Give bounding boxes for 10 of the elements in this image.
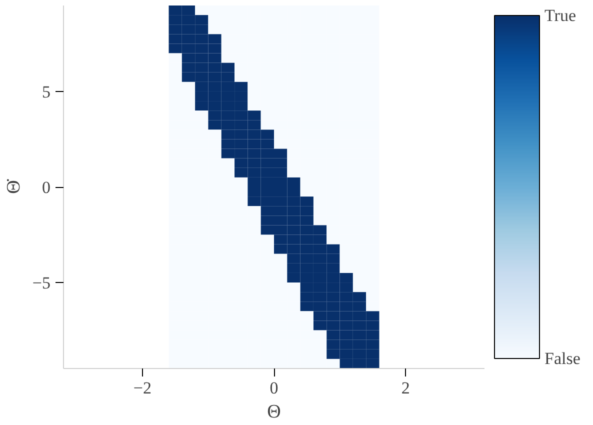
y-tick-label: −5 — [32, 274, 51, 293]
x-axis-title: Θ — [267, 402, 281, 422]
x-tick-label: −2 — [133, 378, 152, 398]
color-bar-label: False — [544, 349, 580, 368]
x-tick-label: 0 — [270, 378, 278, 398]
color-bar-label: True — [544, 6, 576, 25]
y-axis-title: Θ̇ — [3, 178, 24, 194]
y-tick-label: 0 — [42, 178, 50, 197]
x-tick-label: 2 — [401, 378, 410, 398]
y-tick-label: 5 — [42, 82, 50, 102]
